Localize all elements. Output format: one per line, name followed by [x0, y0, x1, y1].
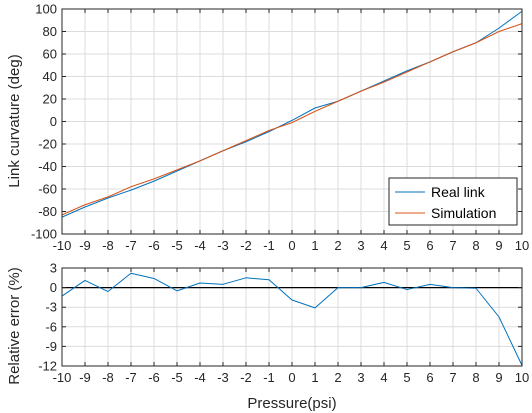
x-tick-label: -1: [263, 370, 275, 385]
y-tick-label: 80: [43, 24, 57, 39]
x-tick-label: -3: [217, 370, 229, 385]
x-tick-label: 4: [380, 370, 387, 385]
x-tick-label: -6: [148, 238, 160, 253]
x-tick-label: 5: [403, 238, 410, 253]
x-tick-label: 2: [334, 370, 341, 385]
x-tick-label: -7: [125, 238, 137, 253]
x-tick-label: 6: [426, 238, 433, 253]
x-tick-label: 3: [357, 370, 364, 385]
x-tick-label: 1: [311, 238, 318, 253]
x-tick-label: -7: [125, 370, 137, 385]
x-tick-label: -10: [53, 370, 72, 385]
x-axis-label-pressure: Pressure(psi): [247, 395, 336, 412]
x-tick-label: 6: [426, 370, 433, 385]
x-tick-label: 9: [495, 238, 502, 253]
series-line-simulation: [61, 23, 523, 216]
y-tick-label: 0: [50, 280, 57, 295]
y-tick-label: -20: [38, 137, 57, 152]
relative-error-plot: -10 -9 -8 -7 -6 -5 -4 -3 -2 -1 0 1 2 3 4 5 6 7 8 9 1030-3-6-…: [38, 261, 529, 386]
x-tick-label: 3: [357, 238, 364, 253]
y-tick-label: -80: [38, 204, 57, 219]
x-tick-label: -4: [194, 238, 206, 253]
x-tick-label: 7: [449, 370, 456, 385]
legend-label-simulation: Simulation: [431, 205, 496, 221]
legend-box: [388, 177, 518, 226]
x-tick-label: -6: [148, 370, 160, 385]
y-tick-label: -40: [38, 159, 57, 174]
x-tick-label: 2: [334, 238, 341, 253]
x-tick-label: -10: [53, 238, 72, 253]
x-tick-label: 0: [288, 238, 295, 253]
series-line-relative-error: [61, 272, 523, 366]
x-tick-label: -2: [240, 238, 252, 253]
x-tick-label: 1: [311, 370, 318, 385]
x-tick-label: -9: [79, 238, 91, 253]
y-tick-label: -12: [38, 359, 57, 374]
y-tick-label: 40: [43, 69, 57, 84]
x-tick-label: -5: [171, 370, 183, 385]
x-tick-label: 9: [495, 370, 502, 385]
y-tick-label: -9: [45, 339, 57, 354]
x-tick-label: 10: [515, 238, 529, 253]
curvature-plot: -10 -9 -8 -7 -6 -5 -4 -3 -2 -1 0 1 2 3 4 5 6 7 8 9 10-100-80…: [31, 2, 529, 254]
x-tick-label: -8: [102, 238, 114, 253]
x-tick-label: -9: [79, 370, 91, 385]
y-tick-label: 60: [43, 47, 57, 62]
x-tick-label: -1: [263, 238, 275, 253]
legend: Real link Simulation: [388, 177, 518, 226]
x-tick-label: -2: [240, 370, 252, 385]
x-tick-label: 8: [472, 238, 479, 253]
x-tick-label: 8: [472, 370, 479, 385]
x-tick-label: 10: [515, 370, 529, 385]
x-tick-label: -3: [217, 238, 229, 253]
y-tick-label: 3: [50, 261, 57, 276]
y-tick-label: 0: [50, 114, 57, 129]
y-axis-label-relative-error: Relative error (%): [6, 267, 23, 385]
legend-label-real-link: Real link: [431, 184, 486, 200]
x-tick-label: -5: [171, 238, 183, 253]
x-tick-label: 0: [288, 370, 295, 385]
y-tick-label: 100: [35, 2, 57, 17]
x-tick-label: -8: [102, 370, 114, 385]
y-tick-label: -60: [38, 182, 57, 197]
y-tick-label: -6: [45, 319, 57, 334]
x-tick-label: 5: [403, 370, 410, 385]
x-tick-label: 7: [449, 238, 456, 253]
x-tick-label: -4: [194, 370, 206, 385]
y-tick-label: 20: [43, 92, 57, 107]
y-tick-label: -100: [31, 227, 57, 242]
x-tick-label: 4: [380, 238, 387, 253]
y-axis-label-curvature: Link curvature (deg): [6, 54, 23, 187]
y-tick-label: -3: [45, 300, 57, 315]
